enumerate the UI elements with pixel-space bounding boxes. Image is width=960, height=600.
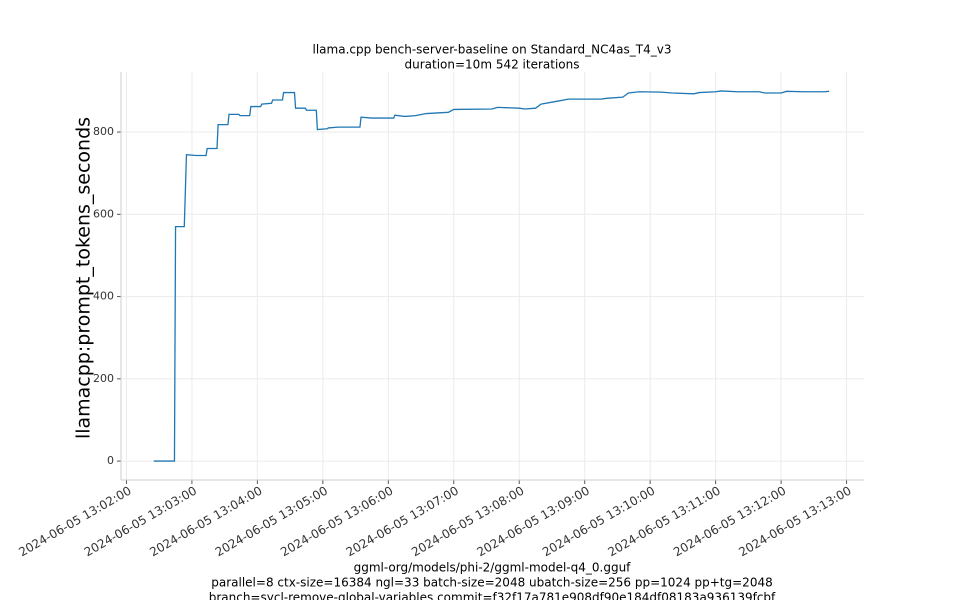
x-tick-label: 2024-06-05 13:03:00 (82, 484, 199, 560)
x-tick-label: 2024-06-05 13:10:00 (540, 484, 657, 560)
y-tick-label: 0 (107, 454, 114, 467)
x-tick-label: 2024-06-05 13:06:00 (278, 484, 395, 560)
footer-line: branch=sycl-remove-global-variables comm… (209, 591, 776, 600)
y-tick-label: 800 (93, 125, 114, 138)
footer-line: ggml-org/models/phi-2/ggml-model-q4_0.gg… (354, 561, 632, 575)
y-tick-label: 600 (93, 207, 114, 220)
y-tick-label: 400 (93, 290, 114, 303)
x-tick-label: 2024-06-05 13:04:00 (147, 484, 264, 560)
x-tick-label: 2024-06-05 13:08:00 (409, 484, 526, 560)
y-axis-label: llamacpp:prompt_tokens_seconds (73, 117, 95, 439)
line (153, 90, 830, 462)
footer-line: parallel=8 ctx-size=16384 ngl=33 batch-s… (211, 576, 772, 590)
x-tick-label: 2024-06-05 13:11:00 (605, 484, 722, 560)
y-tick-label: 200 (93, 372, 114, 385)
x-tick-label: 2024-06-05 13:07:00 (344, 484, 461, 560)
x-tick-label: 2024-06-05 13:13:00 (736, 484, 853, 560)
x-tick-label: 2024-06-05 13:05:00 (213, 484, 330, 560)
x-tick-label: 2024-06-05 13:02:00 (16, 484, 133, 560)
chart-subtitle: duration=10m 542 iterations (405, 58, 580, 72)
x-tick-label: 2024-06-05 13:12:00 (671, 484, 788, 560)
x-tick-label: 2024-06-05 13:09:00 (475, 484, 592, 560)
chart-title: llama.cpp bench-server-baseline on Stand… (313, 43, 672, 57)
